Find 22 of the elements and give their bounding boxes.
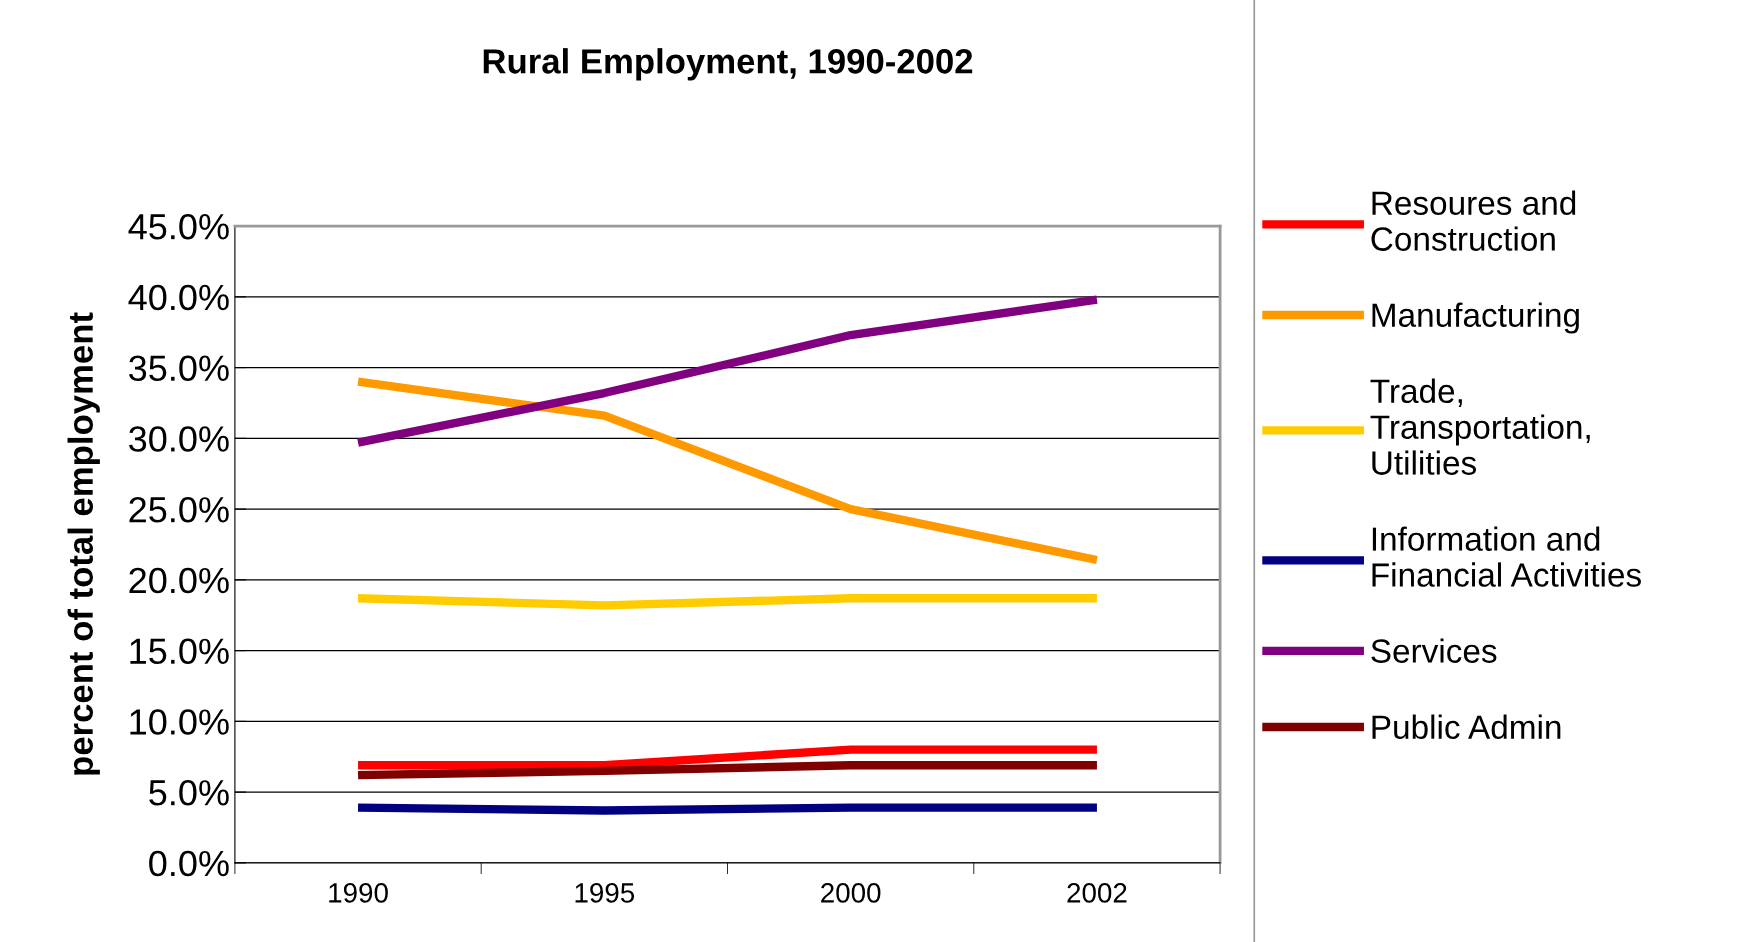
- legend-label: Trade, Transportation, Utilities: [1370, 378, 1590, 475]
- legend-label: Information and Financial Activities: [1372, 526, 1641, 587]
- x-tick-label: 2002: [1067, 883, 1127, 903]
- x-tick-label: 1990: [329, 883, 388, 903]
- y-tick-label: 25.0%: [129, 496, 229, 523]
- y-axis-title: percent of total employment: [67, 312, 100, 775]
- x-tick-label: 1995: [575, 883, 635, 903]
- y-tick-label: 20.0%: [129, 567, 229, 594]
- chart-title: Rural Employment, 1990-2002: [483, 48, 973, 81]
- y-tick-label: 45.0%: [128, 213, 229, 240]
- y-tick-label: 15.0%: [130, 638, 229, 665]
- legend-label: Services: [1371, 638, 1497, 663]
- legend-label: Manufacturing: [1372, 302, 1579, 334]
- legend-label: Public Admin: [1372, 714, 1561, 739]
- y-tick-label: 35.0%: [129, 355, 229, 382]
- y-tick-label: 40.0%: [128, 284, 229, 311]
- legend-label: Resoures and Construction: [1371, 190, 1576, 251]
- y-tick-label: 10.0%: [130, 709, 229, 735]
- y-tick-label: 30.0%: [129, 426, 229, 452]
- x-tick-label: 2000: [821, 883, 881, 903]
- y-tick-label: 0.0%: [149, 850, 229, 877]
- y-tick-label: 5.0%: [149, 779, 229, 806]
